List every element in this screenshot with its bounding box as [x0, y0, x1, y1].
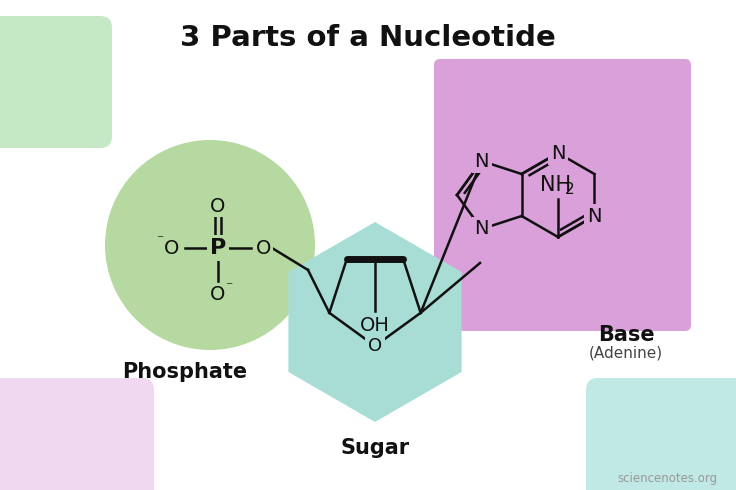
- Text: Base: Base: [598, 325, 654, 345]
- Text: N: N: [475, 151, 489, 171]
- Text: sciencenotes.org: sciencenotes.org: [618, 471, 718, 485]
- Ellipse shape: [105, 140, 315, 350]
- Text: N: N: [587, 206, 601, 225]
- Text: Phosphate: Phosphate: [122, 362, 247, 382]
- Text: (Adenine): (Adenine): [589, 345, 663, 361]
- Text: OH: OH: [360, 316, 390, 335]
- Text: ⁻: ⁻: [225, 280, 233, 294]
- Text: NH: NH: [540, 175, 572, 195]
- Text: 3 Parts of a Nucleotide: 3 Parts of a Nucleotide: [180, 24, 556, 52]
- Text: O: O: [210, 285, 226, 303]
- FancyBboxPatch shape: [434, 59, 691, 331]
- FancyBboxPatch shape: [0, 16, 112, 148]
- Text: Sugar: Sugar: [341, 438, 409, 458]
- Text: N: N: [551, 144, 565, 163]
- Text: O: O: [210, 196, 226, 216]
- Text: ⁻: ⁻: [156, 233, 163, 247]
- Text: 2: 2: [565, 181, 575, 196]
- Polygon shape: [289, 222, 461, 422]
- FancyBboxPatch shape: [0, 378, 154, 490]
- Text: O: O: [164, 239, 180, 258]
- Text: P: P: [210, 238, 226, 258]
- Text: O: O: [256, 239, 272, 258]
- FancyBboxPatch shape: [586, 378, 736, 490]
- Text: O: O: [368, 337, 382, 355]
- Text: N: N: [475, 220, 489, 239]
